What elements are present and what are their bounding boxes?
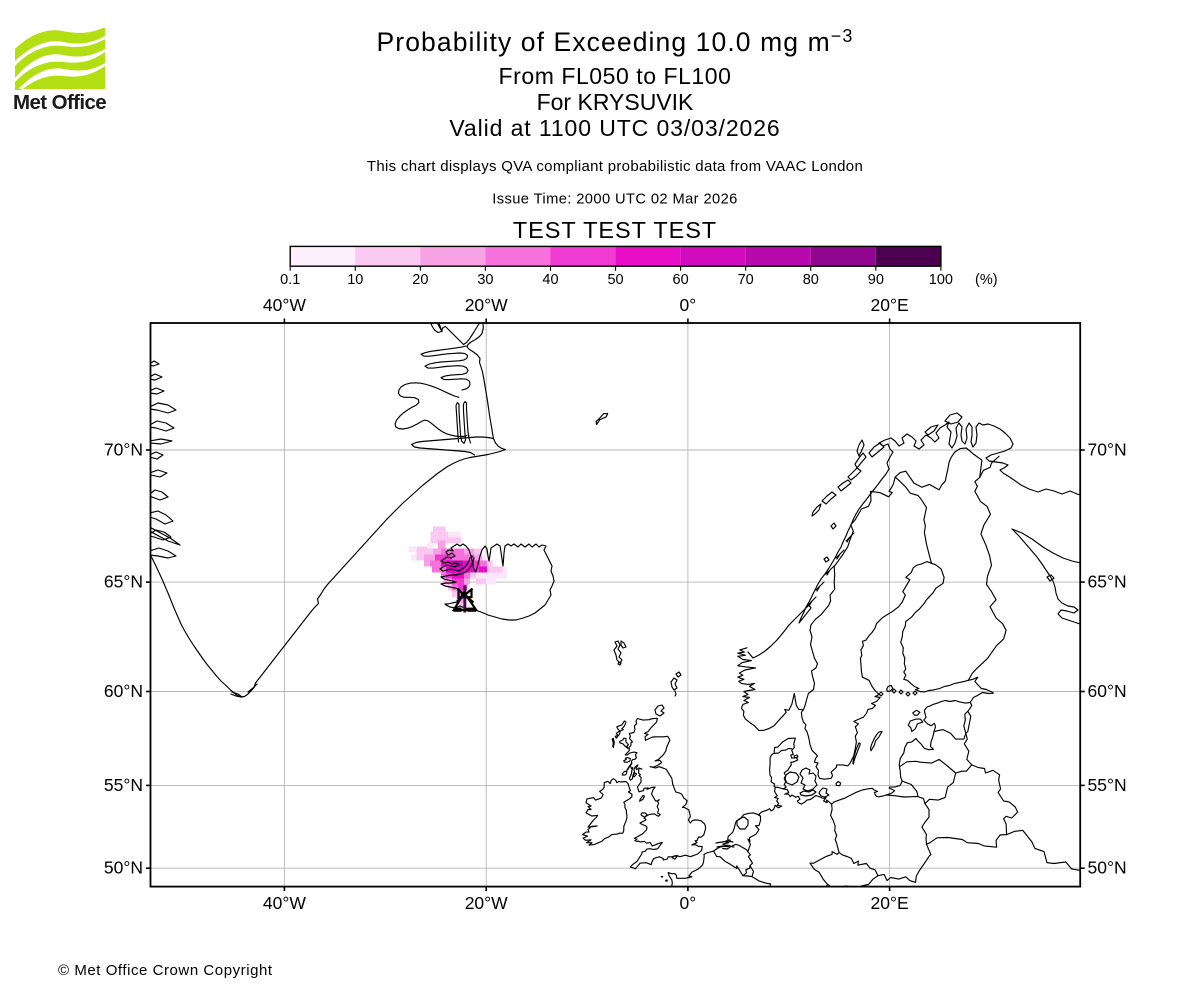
svg-text:65°N: 65°N [1088, 572, 1127, 592]
svg-text:Issue Time: 2000 UTC 02 Mar 20: Issue Time: 2000 UTC 02 Mar 2026 [492, 192, 737, 208]
svg-text:80: 80 [803, 272, 819, 288]
svg-text:50: 50 [607, 272, 623, 288]
svg-text:20°W: 20°W [465, 295, 508, 315]
svg-text:60°N: 60°N [1088, 681, 1127, 701]
svg-text:Probability of Exceeding 10.0: Probability of Exceeding 10.0 mg m−3 [377, 26, 854, 57]
svg-text:20°W: 20°W [465, 893, 508, 913]
svg-text:TEST TEST TEST: TEST TEST TEST [513, 217, 717, 243]
svg-text:20: 20 [412, 272, 428, 288]
svg-text:50°N: 50°N [1088, 858, 1127, 878]
svg-text:20°E: 20°E [871, 295, 909, 315]
svg-text:Valid at 1100 UTC 03/03/2026: Valid at 1100 UTC 03/03/2026 [449, 115, 780, 141]
svg-text:0°: 0° [680, 893, 697, 913]
svg-text:60°N: 60°N [104, 681, 143, 701]
svg-text:50°N: 50°N [104, 858, 143, 878]
svg-text:60: 60 [673, 272, 689, 288]
svg-text:0°: 0° [680, 295, 697, 315]
svg-text:For KRYSUVIK: For KRYSUVIK [537, 89, 694, 115]
svg-text:© Met Office Crown Copyright: © Met Office Crown Copyright [58, 962, 273, 979]
svg-text:30: 30 [477, 272, 493, 288]
svg-text:70°N: 70°N [104, 440, 143, 460]
svg-text:40°W: 40°W [263, 893, 306, 913]
svg-text:40: 40 [542, 272, 558, 288]
svg-text:55°N: 55°N [1088, 775, 1127, 795]
svg-text:70: 70 [738, 272, 754, 288]
svg-text:0.1: 0.1 [280, 272, 300, 288]
svg-text:100: 100 [929, 272, 953, 288]
svg-text:70°N: 70°N [1088, 440, 1127, 460]
svg-text:55°N: 55°N [104, 775, 143, 795]
svg-text:Met Office: Met Office [13, 91, 106, 114]
svg-text:20°E: 20°E [871, 893, 909, 913]
svg-text:40°W: 40°W [263, 295, 306, 315]
svg-text:(%): (%) [975, 272, 998, 288]
svg-text:65°N: 65°N [104, 572, 143, 592]
svg-text:90: 90 [868, 272, 884, 288]
svg-text:From FL050 to FL100: From FL050 to FL100 [499, 63, 732, 89]
svg-text:This chart displays QVA compli: This chart displays QVA compliant probab… [367, 158, 863, 175]
svg-text:10: 10 [347, 272, 363, 288]
